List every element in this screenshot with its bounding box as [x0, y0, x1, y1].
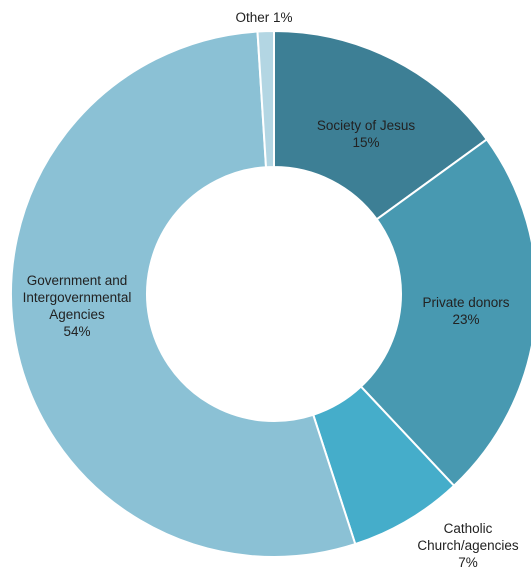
- slice-label-line: Agencies: [49, 307, 105, 322]
- slice-label-line: Other 1%: [235, 10, 292, 25]
- slice-label-government-and-intergovernmental-agencies: Government and Intergovernmental Agencies 5…: [23, 273, 132, 339]
- slice-label-line: Private donors: [422, 295, 509, 310]
- slice-society-of-jesus: [273, 29, 489, 221]
- slices-layer: [10, 29, 531, 558]
- slice-government-and-intergovernmental-agencies: [10, 30, 357, 558]
- slice-label-line: Catholic: [444, 521, 493, 536]
- slice-label-line: 54%: [63, 324, 90, 339]
- slice-label-line: Government and: [27, 273, 128, 288]
- labels-layer: Society of Jesus 15% Private donors 23% Cath…: [23, 10, 519, 570]
- slice-label-society-of-jesus: Society of Jesus 15%: [317, 118, 416, 150]
- slice-label-line: 15%: [352, 135, 379, 150]
- slice-other: [256, 29, 275, 169]
- slice-label-catholic-church-agencies: Catholic Church/agencies 7%: [417, 521, 519, 570]
- slice-label-line: 7%: [458, 555, 478, 570]
- slice-label-line: 23%: [452, 312, 479, 327]
- slice-label-private-donors: Private donors 23%: [422, 295, 509, 327]
- slice-label-line: Intergovernmental: [23, 290, 132, 305]
- slice-label-other: Other 1%: [235, 10, 292, 25]
- slice-label-line: Church/agencies: [417, 538, 519, 553]
- slice-label-line: Society of Jesus: [317, 118, 416, 133]
